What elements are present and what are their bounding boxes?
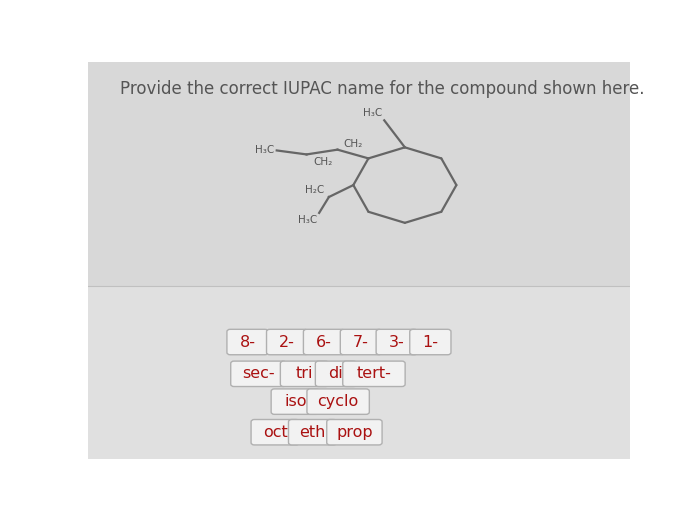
FancyBboxPatch shape: [281, 361, 328, 386]
Bar: [88, 62, 630, 286]
FancyBboxPatch shape: [271, 389, 319, 414]
Text: H₃C: H₃C: [298, 215, 317, 225]
Text: H₂C: H₂C: [305, 185, 325, 196]
FancyBboxPatch shape: [231, 361, 286, 386]
FancyBboxPatch shape: [307, 389, 370, 414]
Text: oct: oct: [262, 425, 288, 440]
Text: 6-: 6-: [316, 334, 332, 349]
Text: 2-: 2-: [279, 334, 295, 349]
Text: 1-: 1-: [422, 334, 438, 349]
FancyBboxPatch shape: [376, 329, 417, 354]
FancyBboxPatch shape: [315, 361, 356, 386]
Text: 3-: 3-: [389, 334, 405, 349]
Text: Provide the correct IUPAC name for the compound shown here.: Provide the correct IUPAC name for the c…: [120, 80, 645, 98]
FancyBboxPatch shape: [227, 329, 268, 354]
Text: iso: iso: [284, 394, 307, 409]
FancyBboxPatch shape: [288, 420, 337, 445]
Text: CH₂: CH₂: [314, 157, 332, 167]
FancyBboxPatch shape: [343, 361, 405, 386]
Text: tert-: tert-: [356, 366, 391, 381]
FancyBboxPatch shape: [267, 329, 308, 354]
FancyBboxPatch shape: [340, 329, 382, 354]
Text: di: di: [328, 366, 343, 381]
Text: H₃C: H₃C: [256, 146, 274, 155]
FancyBboxPatch shape: [410, 329, 451, 354]
Text: cyclo: cyclo: [318, 394, 359, 409]
Text: CH₂: CH₂: [343, 139, 363, 149]
Text: 7-: 7-: [353, 334, 369, 349]
Bar: [88, 286, 630, 459]
Text: tri: tri: [295, 366, 314, 381]
FancyBboxPatch shape: [303, 329, 344, 354]
Text: eth: eth: [300, 425, 326, 440]
Text: prop: prop: [336, 425, 372, 440]
FancyBboxPatch shape: [251, 420, 300, 445]
FancyBboxPatch shape: [327, 420, 382, 445]
Text: 8-: 8-: [239, 334, 255, 349]
Text: H₃C: H₃C: [363, 108, 382, 118]
Text: sec-: sec-: [242, 366, 274, 381]
